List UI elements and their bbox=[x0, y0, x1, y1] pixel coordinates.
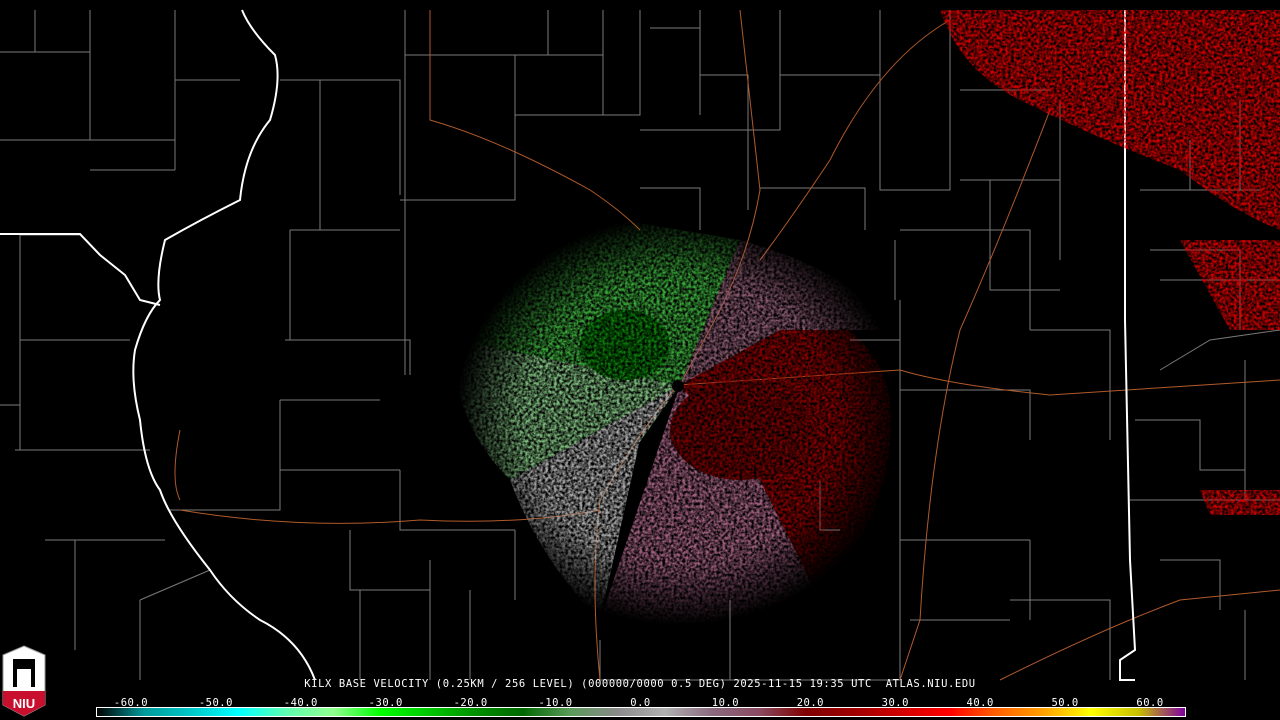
colorbar-tick-label: -10.0 bbox=[538, 697, 573, 709]
colorbar-tick-label: 0.0 bbox=[630, 697, 651, 709]
logo-text: NIU bbox=[13, 696, 35, 711]
outbound-pink-sector bbox=[600, 385, 820, 632]
colorbar-tick-label: -30.0 bbox=[368, 697, 403, 709]
outbound-mauve-sector bbox=[680, 240, 895, 385]
distant-outbound-echoes bbox=[940, 10, 1280, 515]
niu-shield-logo: NIU bbox=[2, 645, 46, 717]
near-zero-gray-sector bbox=[510, 385, 680, 620]
velocity-colorbar bbox=[96, 707, 1186, 717]
colorbar-tick-label: 10.0 bbox=[711, 697, 740, 709]
colorbar-tick-label: -20.0 bbox=[453, 697, 488, 709]
colorbar-tick-label: 40.0 bbox=[966, 697, 994, 709]
colorbar-tick-label: -60.0 bbox=[113, 697, 149, 709]
radar-site-marker[interactable] bbox=[672, 380, 684, 392]
state-boundaries bbox=[0, 9, 1137, 681]
colorbar-tick-label: 30.0 bbox=[881, 697, 909, 709]
colorbar-tick-label: 60.0 bbox=[1136, 697, 1164, 709]
colorbar-tick-label: -50.0 bbox=[198, 697, 233, 709]
colorbar-tick-label: -40.0 bbox=[283, 697, 318, 709]
velocity-echoes bbox=[454, 220, 895, 632]
colorbar-tick-label: 50.0 bbox=[1051, 697, 1079, 709]
colorbar-tick-label: 20.0 bbox=[796, 697, 824, 709]
county-boundaries bbox=[0, 10, 1280, 681]
product-caption: KILX BASE VELOCITY (0.25KM / 256 LEVEL) … bbox=[304, 678, 976, 690]
